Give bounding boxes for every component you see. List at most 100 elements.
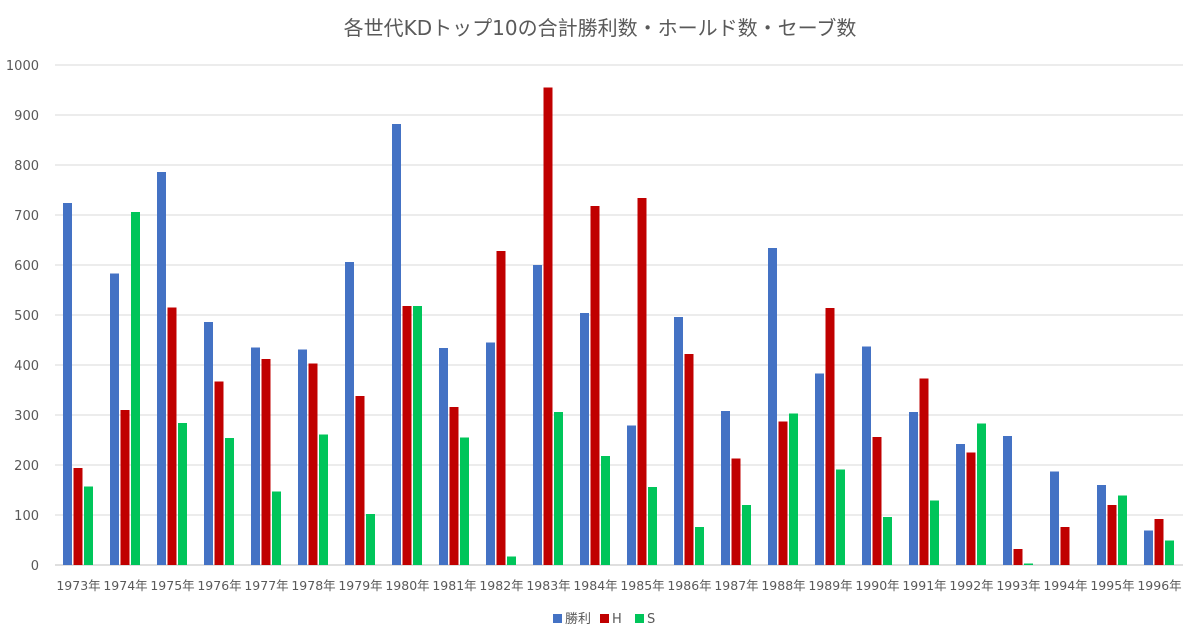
- bar-wins: [909, 412, 918, 565]
- y-tick-label: 400: [14, 359, 39, 374]
- x-category-label: 1987年: [714, 578, 758, 593]
- x-category-label: 1989年: [808, 578, 852, 593]
- bar-saves: [695, 527, 704, 565]
- legend-label: S: [647, 612, 655, 627]
- bar-saves: [1165, 540, 1174, 565]
- x-category-label: 1993年: [996, 578, 1040, 593]
- legend-swatch: [635, 614, 644, 623]
- bar-saves: [836, 469, 845, 565]
- x-category-label: 1977年: [244, 578, 288, 593]
- bar-holds: [731, 458, 741, 565]
- x-category-label: 1994年: [1043, 578, 1087, 593]
- bar-wins: [815, 373, 824, 565]
- bar-holds: [919, 378, 929, 565]
- bar-saves: [789, 413, 798, 565]
- y-tick-label: 600: [14, 259, 39, 274]
- bar-holds: [1013, 549, 1023, 565]
- bar-saves: [742, 505, 751, 565]
- bar-saves: [225, 438, 234, 565]
- bar-holds: [261, 359, 271, 565]
- bar-saves: [977, 423, 986, 565]
- bar-holds: [1154, 519, 1164, 565]
- bar-holds: [449, 407, 459, 565]
- bar-wins: [1003, 436, 1012, 565]
- legend: 勝利 H S: [553, 612, 655, 627]
- bar-wins: [298, 349, 307, 565]
- bar-holds: [167, 307, 177, 565]
- bar-holds: [496, 251, 506, 565]
- bar-holds: [872, 437, 882, 565]
- x-category-label: 1996年: [1137, 578, 1181, 593]
- bar-saves: [1024, 563, 1033, 565]
- bar-saves: [319, 434, 328, 565]
- gridlines: [55, 64, 1183, 566]
- bar-holds: [1060, 527, 1070, 565]
- bar-holds: [543, 87, 553, 565]
- bar-saves: [507, 556, 516, 565]
- bar-wins: [251, 347, 260, 565]
- bar-holds: [308, 363, 318, 565]
- bar-holds: [825, 308, 835, 565]
- y-tick-label: 0: [31, 559, 39, 574]
- bar-wins: [110, 273, 119, 565]
- bar-saves: [131, 212, 140, 565]
- legend-swatch: [553, 614, 562, 623]
- legend-swatch: [600, 614, 609, 623]
- bar-saves: [178, 423, 187, 565]
- bar-saves: [84, 486, 93, 565]
- bar-saves: [554, 412, 563, 565]
- x-category-label: 1991年: [902, 578, 946, 593]
- bar-wins: [768, 248, 777, 565]
- bar-wins: [956, 444, 965, 565]
- x-category-label: 1985年: [620, 578, 664, 593]
- bar-saves: [648, 487, 657, 565]
- bar-wins: [627, 425, 636, 565]
- bar-holds: [120, 410, 130, 565]
- y-tick-label: 200: [14, 459, 39, 474]
- x-category-label: 1976年: [197, 578, 241, 593]
- bar-saves: [883, 517, 892, 565]
- bar-wins: [533, 265, 542, 565]
- x-category-label: 1982年: [479, 578, 523, 593]
- bar-saves: [601, 456, 610, 565]
- bar-saves: [1118, 495, 1127, 565]
- bar-wins: [439, 348, 448, 565]
- x-axis-categories: 1973年 1974年 1975年 1976年 1977年 1978年 1979年 1980年…: [56, 578, 1181, 593]
- bar-holds: [778, 421, 788, 565]
- bar-wins: [63, 203, 72, 565]
- y-tick-label: 700: [14, 209, 39, 224]
- bar-saves: [460, 437, 469, 565]
- x-category-label: 1973年: [56, 578, 100, 593]
- bar-holds: [590, 206, 600, 565]
- bars: [63, 87, 1174, 565]
- bar-wins: [392, 124, 401, 565]
- x-category-label: 1978年: [291, 578, 335, 593]
- bar-wins: [862, 346, 871, 565]
- y-tick-label: 900: [14, 109, 39, 124]
- x-category-label: 1992年: [949, 578, 993, 593]
- x-category-label: 1981年: [432, 578, 476, 593]
- bar-holds: [214, 381, 224, 565]
- bar-holds: [355, 396, 365, 565]
- bar-holds: [966, 452, 976, 565]
- x-category-label: 1974年: [103, 578, 147, 593]
- y-tick-label: 800: [14, 159, 39, 174]
- x-category-label: 1979年: [338, 578, 382, 593]
- bar-holds: [637, 198, 647, 565]
- bar-holds: [402, 306, 412, 565]
- bar-saves: [930, 500, 939, 565]
- bar-wins: [721, 411, 730, 565]
- legend-label: 勝利: [565, 612, 591, 627]
- y-tick-label: 500: [14, 309, 39, 324]
- y-tick-label: 1000: [6, 59, 39, 74]
- bar-saves: [366, 514, 375, 565]
- bar-wins: [1050, 471, 1059, 565]
- x-category-label: 1988年: [761, 578, 805, 593]
- bar-holds: [684, 354, 694, 565]
- x-category-label: 1980年: [385, 578, 429, 593]
- bar-wins: [1144, 530, 1153, 565]
- y-tick-label: 300: [14, 409, 39, 424]
- bar-wins: [204, 322, 213, 565]
